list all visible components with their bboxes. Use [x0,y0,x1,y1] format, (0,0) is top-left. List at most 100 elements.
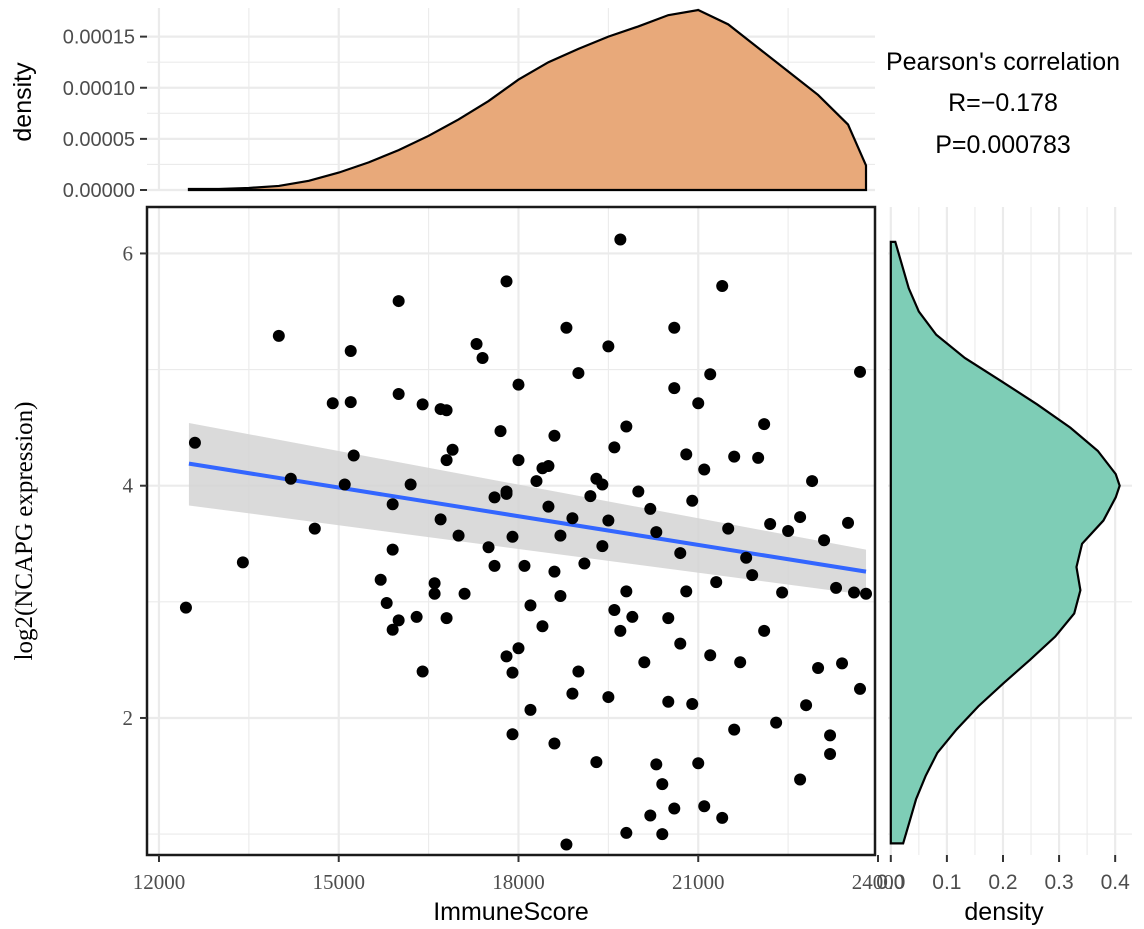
data-point [626,610,639,623]
x-axis-ticks: 12000 15000 18000 21000 24000 [133,855,904,894]
data-point [830,581,843,594]
data-point [488,491,501,504]
data-point [794,773,807,786]
right-density-area [889,240,1121,845]
data-point [446,443,459,456]
data-point [284,472,297,485]
data-point [524,599,537,612]
right-x-tick-label: 0.0 [876,871,905,894]
data-point [482,541,495,554]
data-point [392,387,405,400]
data-point [542,459,555,472]
data-point [494,425,507,438]
data-point [596,540,609,553]
data-point [608,603,621,616]
x-tick-label: 12000 [133,870,186,894]
data-point [602,691,615,704]
data-point [806,475,819,488]
data-point [326,397,339,410]
data-point [500,275,513,288]
data-point [686,698,699,711]
data-point [428,587,441,600]
data-point [644,502,657,515]
annotation-p-value: P=0.000783 [935,131,1071,159]
data-point [500,650,513,663]
data-point [680,448,693,461]
top-y-tick-label: 0.00000 [63,180,135,202]
data-point [680,585,693,598]
right-x-tick-label: 0.3 [1044,871,1073,894]
data-point [188,436,201,449]
data-point [272,329,285,342]
data-point [686,494,699,507]
data-point [347,449,360,462]
data-point [716,279,729,292]
data-point [512,454,525,467]
y-tick-label: 4 [123,474,134,498]
data-point [590,756,603,769]
y-axis-label: log2(NCAPG expression) [11,401,38,660]
data-point [728,450,741,463]
data-point [404,478,417,491]
data-point [614,624,627,637]
data-point [728,723,741,736]
data-point [818,534,831,547]
scatter-grid [147,207,875,855]
data-point [632,485,645,498]
data-point [554,529,567,542]
data-point [620,585,633,598]
data-point [392,295,405,308]
data-point [476,351,489,364]
data-point [668,802,681,815]
data-point [380,597,393,609]
data-point [674,547,687,560]
data-point [662,612,675,625]
data-point [836,657,849,670]
data-point [236,556,249,569]
data-point [740,551,753,564]
data-point [416,665,429,678]
data-point [344,345,357,357]
y-tick-label: 6 [123,241,134,265]
top-density-ylabel: density [9,62,37,142]
data-point [758,624,771,637]
data-point [602,514,615,527]
data-point [374,573,387,586]
data-point [512,378,525,391]
data-point [530,475,543,488]
right-x-tick-label: 0.4 [1101,871,1131,894]
right-density-xlabel: density [964,898,1044,926]
correlation-annotation: Pearson's correlation R=−0.178 P=0.00078… [886,48,1120,159]
data-point [614,233,627,246]
data-point [668,382,681,395]
data-point [548,737,561,750]
top-y-tick-label: 0.00005 [63,129,135,151]
data-point [734,656,747,669]
data-point [392,614,405,627]
data-point [638,656,651,669]
data-point [308,522,321,535]
data-point [500,485,513,498]
data-point [566,687,579,700]
annotation-title: Pearson's correlation [886,48,1120,76]
data-point [386,623,399,636]
right-density-x-ticks: 0.0 0.1 0.2 0.3 0.4 [876,855,1130,894]
x-tick-label: 21000 [672,870,725,894]
data-point [620,420,633,433]
data-point [410,610,423,623]
scatter-border [145,205,877,857]
data-point [572,367,585,380]
right-density-panel: 0.0 0.1 0.2 0.3 0.4 density [876,207,1132,926]
data-point [344,396,357,409]
data-point [650,526,663,539]
data-point [338,478,351,491]
right-x-tick-label: 0.1 [932,871,961,894]
data-point [764,518,777,531]
data-point [824,747,837,760]
data-point [722,522,735,535]
data-point [776,586,789,599]
data-point [554,590,567,603]
data-point [656,828,669,841]
data-point [668,321,681,334]
data-point [824,729,837,742]
